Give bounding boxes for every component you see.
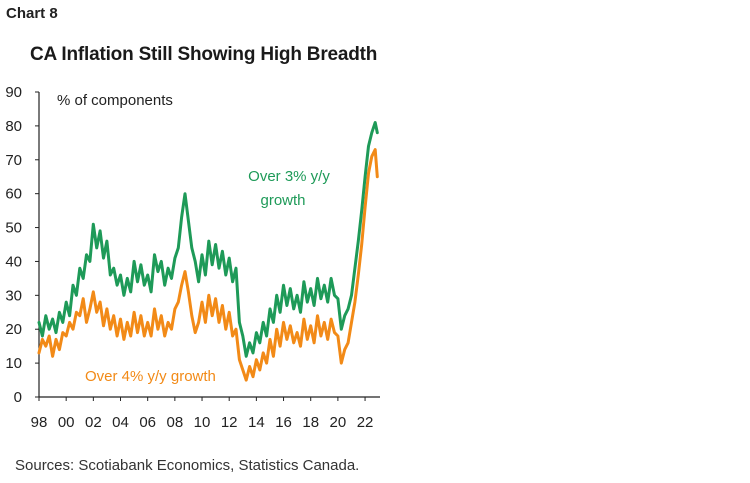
x-tick-label: 14: [248, 414, 265, 431]
x-tick-label: 10: [194, 414, 211, 431]
x-tick-label: 12: [221, 414, 238, 431]
annotation-over4: Over 4% y/y growth: [85, 368, 216, 385]
chart-number-label: Chart 8: [6, 5, 58, 22]
x-tick-label: 22: [357, 414, 374, 431]
x-tick-label: 18: [302, 414, 319, 431]
x-tick-label: 08: [167, 414, 184, 431]
y-tick-label: 90: [5, 84, 22, 101]
y-tick-label: 60: [5, 186, 22, 203]
chart-title: CA Inflation Still Showing High Breadth: [30, 44, 378, 65]
y-tick-label: 80: [5, 118, 22, 135]
chart-axes: [38, 92, 380, 398]
y-axis-ticks: 0 10 20 30 40 50 60 70 80 90: [5, 84, 39, 406]
x-tick-label: 04: [112, 414, 129, 431]
y-tick-label: 70: [5, 152, 22, 169]
series-line-over3: [37, 121, 379, 358]
y-tick-label: 30: [5, 287, 22, 304]
y-tick-label: 20: [5, 321, 22, 338]
x-tick-label: 98: [31, 414, 48, 431]
x-tick-label: 20: [330, 414, 347, 431]
series-lines: [37, 121, 379, 382]
x-tick-label: 16: [275, 414, 292, 431]
source-note: Sources: Scotiabank Economics, Statistic…: [15, 457, 360, 474]
annotation-over3-line1: Over 3% y/y: [248, 168, 330, 185]
y-tick-label: 10: [5, 355, 22, 372]
y-tick-label: 40: [5, 253, 22, 270]
x-tick-label: 06: [139, 414, 156, 431]
y-axis-label: % of components: [57, 92, 173, 109]
x-tick-label: 02: [85, 414, 102, 431]
x-axis-ticks: 98 00 02 04 06 08 10 12 14 16 18 20 22: [31, 397, 374, 431]
y-tick-label: 0: [14, 389, 22, 406]
series-line-over4: [37, 148, 379, 382]
x-tick-label: 00: [58, 414, 75, 431]
y-tick-label: 50: [5, 220, 22, 237]
annotation-over3-line2: growth: [260, 192, 305, 209]
